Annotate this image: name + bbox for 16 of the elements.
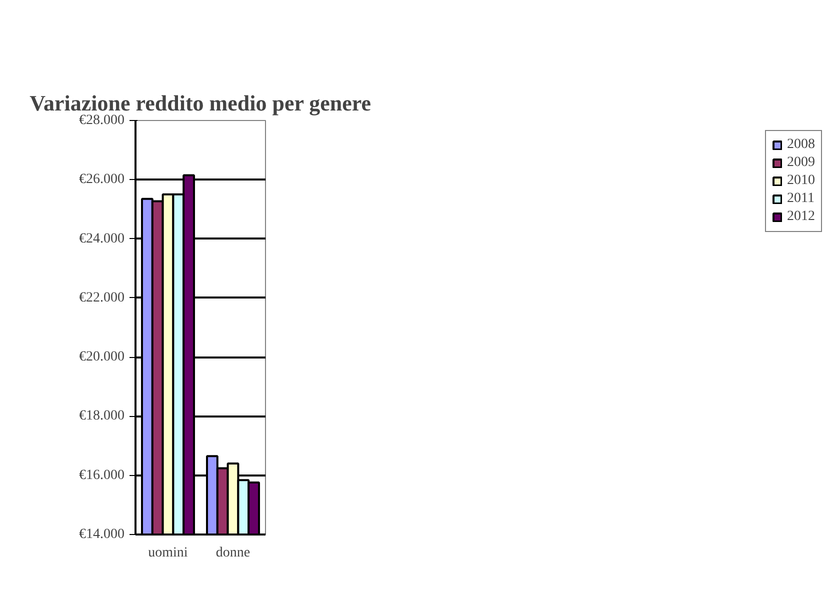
y-tick-label: €14.000 [79, 527, 124, 542]
y-tick-label: €16.000 [79, 468, 124, 483]
legend-label: 2012 [787, 209, 815, 225]
y-tick-label: €24.000 [79, 231, 124, 246]
y-tick-label: €26.000 [79, 172, 124, 188]
x-tick-label: donne [216, 546, 250, 560]
legend-label: 2008 [787, 137, 815, 153]
y-tick-label: €18.000 [79, 408, 124, 424]
x-tick-label: uomini [148, 546, 188, 560]
y-tick-label: €28.000 [79, 113, 124, 128]
y-tick-label: €20.000 [79, 350, 124, 365]
legend-label: 2010 [787, 173, 815, 189]
legend-label: 2009 [787, 155, 815, 171]
chart-title: Variazione reddito medio per genere [30, 90, 372, 116]
y-tick-label: €22.000 [79, 290, 124, 306]
legend-label: 2011 [787, 191, 814, 207]
